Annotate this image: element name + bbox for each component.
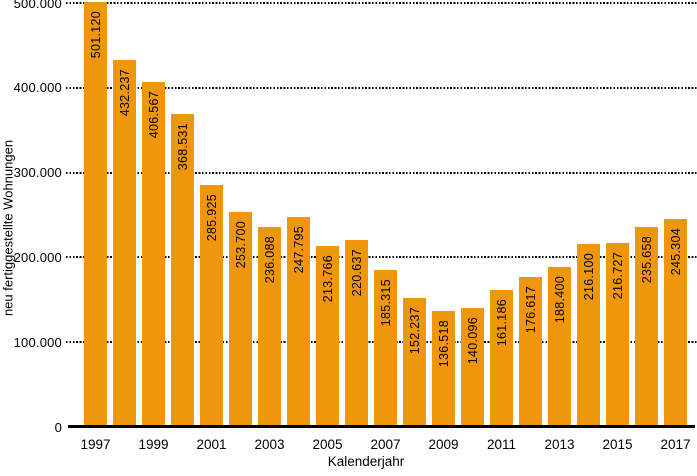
bar-2004: 247.795 <box>287 216 310 427</box>
bar-value-label: 406.567 <box>146 91 161 139</box>
bar-value-label: 220.637 <box>349 248 364 297</box>
bar-value-label: 213.766 <box>320 254 335 303</box>
x-tick-label: 2001 <box>196 437 227 452</box>
y-axis-title: neu fertiggestellte Wohnungen <box>0 139 16 317</box>
y-tick-label: 400.000 <box>13 80 62 96</box>
bar-1997: 501.120 <box>84 2 107 427</box>
y-tick-label: 0 <box>54 419 62 435</box>
gridline <box>66 2 697 4</box>
gridline <box>66 171 697 174</box>
gridline <box>66 256 697 259</box>
y-tick-label: 100.000 <box>13 334 62 350</box>
bar-1999: 406.567 <box>142 82 165 427</box>
bar-2009: 136.518 <box>432 311 455 427</box>
bar-value-label: 285.925 <box>204 193 219 241</box>
bar-2012: 176.617 <box>519 277 542 427</box>
x-tick-label: 2013 <box>544 437 575 452</box>
bar-value-label: 136.518 <box>436 320 451 368</box>
bar-value-label: 152.237 <box>407 306 422 355</box>
y-tick-label: 500.000 <box>13 0 62 11</box>
x-tick-label: 2007 <box>370 437 401 452</box>
bar-2007: 185.315 <box>374 269 397 427</box>
bar-value-label: 140.096 <box>465 317 480 365</box>
bar-value-label: 176.617 <box>523 286 538 334</box>
gridline <box>66 86 697 89</box>
y-tick-label: 300.000 <box>13 165 62 181</box>
bar-value-label: 432.237 <box>117 69 132 117</box>
bar-value-label: 247.795 <box>291 225 306 274</box>
bar-value-label: 236.088 <box>262 235 277 284</box>
bar-value-label: 216.727 <box>610 252 625 300</box>
x-tick-label: 2011 <box>486 437 517 452</box>
x-tick-label: 1997 <box>80 437 111 452</box>
bar-2014: 216.100 <box>577 243 600 427</box>
x-axis-title: Kalenderjahr <box>327 454 405 469</box>
x-tick-label: 2003 <box>254 437 285 452</box>
bar-2015: 216.727 <box>606 243 629 427</box>
x-tick-label: 2005 <box>312 437 343 452</box>
bar-1998: 432.237 <box>113 60 136 427</box>
bar-2003: 236.088 <box>258 226 281 427</box>
bar-2017: 245.304 <box>664 218 687 427</box>
bar-value-label: 185.315 <box>378 278 393 327</box>
bar-2008: 152.237 <box>403 297 426 427</box>
x-tick-label: 2015 <box>602 437 633 452</box>
x-tick-label: 1999 <box>138 437 169 452</box>
bar-value-label: 235.658 <box>639 236 654 284</box>
x-tick-label: 2017 <box>660 437 691 452</box>
bar-value-label: 245.304 <box>668 227 683 276</box>
bar-value-label: 253.700 <box>233 220 248 269</box>
bar-2016: 235.658 <box>635 227 658 427</box>
bar-2011: 161.186 <box>490 290 513 427</box>
bar-2005: 213.766 <box>316 245 339 427</box>
bar-2001: 285.925 <box>200 184 223 427</box>
bar-2006: 220.637 <box>345 239 368 427</box>
bar-2013: 188.400 <box>548 267 571 427</box>
bar-value-label: 216.100 <box>581 252 596 301</box>
bar-2010: 140.096 <box>461 308 484 427</box>
bar-value-label: 368.531 <box>175 123 190 171</box>
bar-value-label: 188.400 <box>552 276 567 324</box>
bar-value-label: 161.186 <box>494 299 509 347</box>
bar-2002: 253.700 <box>229 211 252 427</box>
bar-2000: 368.531 <box>171 114 194 427</box>
x-tick-label: 2009 <box>428 437 459 452</box>
x-axis-line <box>68 425 695 428</box>
y-tick-label: 200.000 <box>13 249 62 265</box>
bar-value-label: 501.120 <box>88 11 103 59</box>
